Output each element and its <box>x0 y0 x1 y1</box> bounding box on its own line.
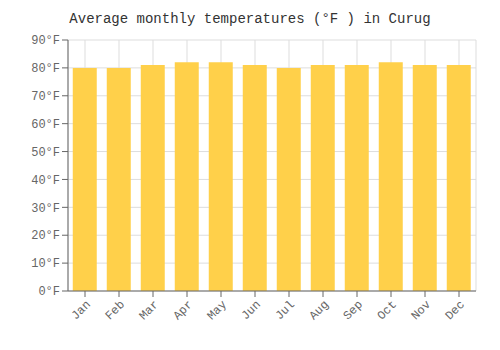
svg-text:Mar: Mar <box>137 298 162 323</box>
svg-text:Aug: Aug <box>307 298 332 323</box>
svg-text:Jan: Jan <box>69 298 94 323</box>
svg-text:40°F: 40°F <box>31 174 60 188</box>
svg-text:60°F: 60°F <box>31 118 60 132</box>
svg-text:30°F: 30°F <box>31 202 60 216</box>
svg-text:10°F: 10°F <box>31 257 60 271</box>
svg-text:Feb: Feb <box>103 298 128 323</box>
svg-text:Oct: Oct <box>375 298 400 323</box>
svg-text:20°F: 20°F <box>31 229 60 243</box>
svg-text:Jul: Jul <box>273 298 298 323</box>
svg-text:Sep: Sep <box>341 298 366 323</box>
svg-text:50°F: 50°F <box>31 146 60 160</box>
svg-text:0°F: 0°F <box>38 285 60 299</box>
svg-text:May: May <box>205 298 230 323</box>
svg-text:80°F: 80°F <box>31 62 60 76</box>
svg-text:Dec: Dec <box>443 298 468 323</box>
svg-text:Apr: Apr <box>171 298 196 323</box>
svg-text:70°F: 70°F <box>31 90 60 104</box>
svg-text:90°F: 90°F <box>31 34 60 48</box>
html-text:Average monthly temperatures (: Average monthly temperatures (°F ) in Cu… <box>69 11 431 27</box>
svg-text:Nov: Nov <box>409 298 434 323</box>
svg-text:Jun: Jun <box>239 298 264 323</box>
